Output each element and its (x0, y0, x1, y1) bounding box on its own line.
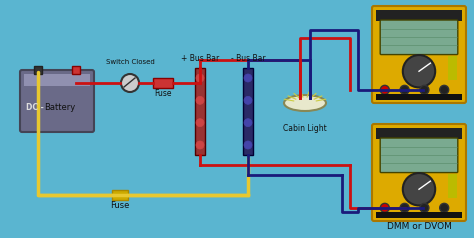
Text: Cabin Light: Cabin Light (283, 124, 327, 133)
Bar (376, 10, 462, 21)
Text: Switch Closed: Switch Closed (106, 59, 155, 65)
Text: DMM or DVOM: DMM or DVOM (387, 0, 451, 2)
Bar (376, 94, 462, 100)
Bar (243, 68, 253, 155)
FancyBboxPatch shape (380, 138, 458, 173)
Circle shape (403, 55, 435, 87)
FancyBboxPatch shape (372, 124, 466, 221)
Circle shape (244, 74, 252, 82)
Circle shape (196, 74, 204, 82)
Circle shape (196, 141, 204, 149)
Circle shape (440, 85, 449, 94)
Circle shape (244, 119, 252, 127)
Bar (448, 174, 457, 198)
Circle shape (403, 173, 435, 205)
Bar (72, 66, 80, 74)
Bar (34, 66, 42, 74)
Text: DC -: DC - (26, 103, 44, 112)
Text: Battery: Battery (44, 103, 75, 112)
Circle shape (400, 85, 409, 94)
Bar (376, 213, 462, 218)
Text: DMM or DVOM: DMM or DVOM (387, 222, 451, 231)
Bar (376, 128, 462, 139)
Text: - Bus Bar: - Bus Bar (231, 54, 265, 63)
FancyBboxPatch shape (380, 20, 458, 55)
Circle shape (420, 85, 429, 94)
Ellipse shape (284, 95, 326, 111)
Circle shape (196, 96, 204, 104)
Circle shape (420, 203, 429, 212)
Bar (112, 190, 128, 200)
FancyBboxPatch shape (20, 70, 94, 132)
Text: Fuse: Fuse (154, 89, 172, 98)
Circle shape (380, 203, 389, 212)
Bar (153, 78, 173, 88)
Circle shape (440, 203, 449, 212)
Text: Fuse: Fuse (110, 201, 130, 210)
Bar (24, 74, 90, 86)
Circle shape (380, 85, 389, 94)
Text: + Bus Bar: + Bus Bar (181, 54, 219, 63)
Bar (448, 56, 457, 79)
FancyBboxPatch shape (372, 6, 466, 103)
Circle shape (121, 74, 139, 92)
Bar (195, 68, 205, 155)
Circle shape (244, 96, 252, 104)
Circle shape (196, 119, 204, 127)
Circle shape (244, 141, 252, 149)
Circle shape (400, 203, 409, 212)
